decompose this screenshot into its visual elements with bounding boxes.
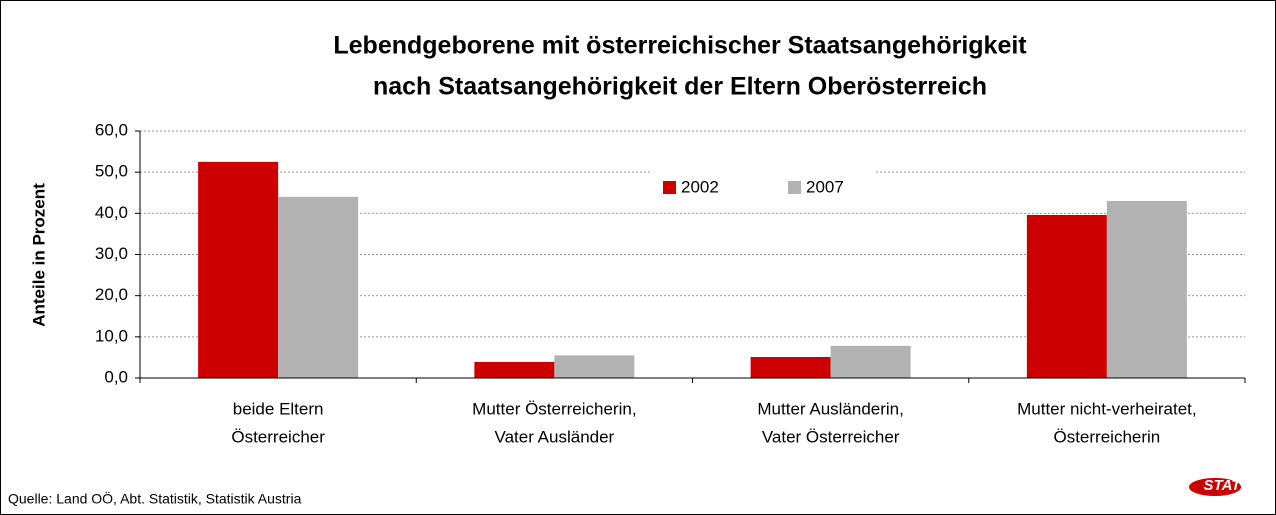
- y-tick-label: 50,0: [95, 162, 128, 181]
- legend-box: [650, 170, 875, 204]
- x-tick-label: Vater Österreicher: [762, 427, 900, 446]
- x-tick-label: beide Eltern: [233, 399, 324, 418]
- chart-title: nach Staatsangehörigkeit der Eltern Ober…: [373, 73, 987, 101]
- x-tick-label: Mutter Österreicherin,: [472, 399, 636, 418]
- x-tick-label: Vater Ausländer: [495, 427, 615, 446]
- y-tick-label: 40,0: [95, 203, 128, 222]
- x-tick-label: Österreicherin: [1053, 427, 1160, 446]
- x-tick-label: Österreicher: [231, 427, 325, 446]
- legend-label: 2002: [681, 177, 719, 196]
- legend-swatch: [788, 181, 801, 194]
- chart-title: Lebendgeborene mit österreichischer Staa…: [333, 32, 1027, 60]
- x-tick-label: Mutter nicht-verheiratet,: [1017, 399, 1197, 418]
- logo: STAT: [1189, 477, 1242, 496]
- legend-label: 2007: [806, 177, 844, 196]
- bar: [750, 357, 831, 378]
- y-tick-label: 20,0: [95, 285, 128, 304]
- y-tick-label: 30,0: [95, 244, 128, 263]
- y-tick-label: 10,0: [95, 326, 128, 345]
- legend-swatch: [663, 181, 676, 194]
- legend: 2002 2007: [650, 170, 875, 204]
- bar: [1106, 200, 1187, 378]
- bar: [554, 355, 635, 378]
- bar: [1026, 214, 1107, 378]
- y-tick-label: 60,0: [95, 120, 128, 139]
- y-axis-label: Anteile in Prozent: [29, 183, 48, 327]
- x-tick-label: Mutter Ausländerin,: [757, 399, 903, 418]
- bar: [198, 161, 279, 378]
- bar: [830, 345, 911, 378]
- y-tick-label: 0,0: [104, 367, 128, 386]
- source: Quelle: Land OÖ, Abt. Statistik, Statist…: [8, 490, 302, 507]
- bar: [474, 361, 555, 378]
- logo-text: STAT: [1204, 477, 1243, 494]
- bar: [278, 196, 359, 378]
- logo-shape: [1189, 478, 1241, 496]
